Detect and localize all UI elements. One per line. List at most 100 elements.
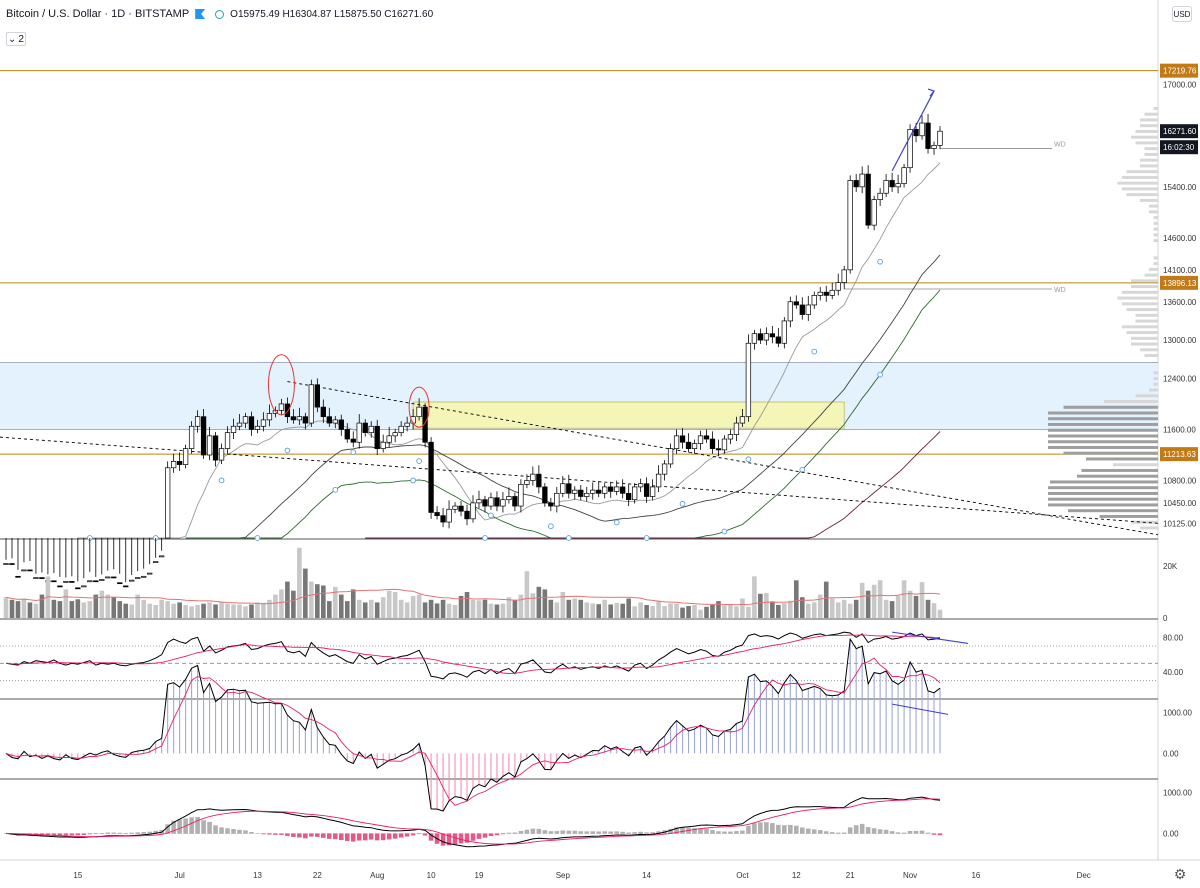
volume-bar [817, 594, 823, 618]
macd-histogram-bar [668, 828, 673, 834]
wd-label-lower: WD [1054, 287, 1066, 294]
signal-dot [877, 371, 883, 378]
volume-bar [434, 603, 440, 618]
volume-profile-bar [1144, 354, 1158, 358]
volume-bar [931, 603, 937, 618]
macd-histogram-bar [291, 833, 296, 837]
macd-histogram-bar [512, 832, 518, 834]
macd-histogram-bar [255, 833, 260, 834]
candle-body [871, 199, 877, 226]
volume-profile-bar [1099, 514, 1158, 518]
macd-histogram-bar [141, 832, 147, 834]
macd-histogram-bar [764, 822, 769, 834]
volume-bar [626, 598, 631, 618]
volume-bar [315, 584, 320, 618]
signal-dot [254, 535, 261, 541]
price-label-countdown: 16:02:30 [1163, 143, 1195, 152]
signal-dot [218, 477, 225, 484]
time-axis-label: Jul [175, 871, 185, 880]
macd-histogram-bar [368, 833, 374, 840]
currency-button[interactable]: USD [1172, 6, 1192, 22]
candle-body [290, 416, 297, 421]
candle-body [937, 130, 943, 146]
volume-bar [117, 601, 123, 618]
candle-body [907, 129, 913, 169]
macd-histogram-bar [865, 827, 871, 834]
volume-bar [267, 599, 272, 618]
volume-bar [644, 605, 649, 618]
candle-body [847, 180, 853, 271]
macd-histogram-bar [674, 827, 679, 834]
candle-body [159, 555, 165, 558]
macd-histogram-bar [135, 832, 141, 834]
candle-body [374, 425, 380, 449]
volume-bar [213, 604, 218, 618]
candle-body [176, 461, 183, 465]
macd-histogram-bar [327, 833, 332, 839]
volume-profile-bar [1048, 422, 1158, 426]
candle-body [763, 333, 770, 341]
macd-histogram-bar [907, 830, 913, 834]
candle-body [697, 435, 704, 444]
collapse-indicators-button[interactable]: ⌄ 2 [6, 32, 26, 46]
volume-bar [201, 603, 206, 618]
volume-profile-bar [1122, 290, 1158, 294]
volume-bar [135, 594, 141, 618]
macd-histogram-bar [805, 828, 811, 834]
volume-bar [327, 601, 332, 618]
volume-bar [350, 589, 356, 618]
volume-bar [740, 598, 745, 618]
macd-histogram-bar [75, 833, 81, 836]
time-axis-label: 16 [971, 871, 980, 880]
candle-body [488, 497, 494, 507]
rsi-signal-line [5, 634, 941, 674]
candle-body [218, 448, 225, 461]
volume-profile-bar [1104, 400, 1158, 404]
candle-body [608, 486, 614, 492]
volume-profile-bar [1131, 285, 1158, 289]
volume-bar [446, 603, 452, 618]
candle-body [793, 301, 799, 306]
price-axis-label: 14600.00 [1163, 234, 1197, 243]
volume-profile-bar [1153, 239, 1158, 243]
macd-histogram-bar [799, 827, 805, 834]
volume-bar [93, 594, 99, 618]
time-axis-label: 14 [642, 871, 651, 880]
candle-body [745, 342, 752, 418]
flag-icon[interactable] [195, 9, 206, 19]
volume-bar [440, 599, 446, 618]
price-label-level: 17219.76 [1163, 67, 1197, 76]
volume-profile-bar [1081, 468, 1158, 472]
volume-bar [847, 603, 853, 618]
macd-histogram-bar [201, 820, 206, 834]
candle-body [859, 173, 865, 188]
macd-histogram-bar [734, 831, 739, 834]
macd-histogram-bar [57, 833, 63, 836]
visibility-eye-icon[interactable] [215, 9, 225, 19]
volume-bar [279, 589, 284, 618]
macd-histogram-bar [338, 833, 344, 841]
signal-dot [643, 535, 650, 541]
candle-body [536, 473, 542, 488]
macd-histogram-bar [835, 832, 841, 834]
yellow-supply-zone [412, 401, 845, 429]
candle-body [230, 425, 237, 434]
candle-body [386, 435, 392, 443]
volume-bar [572, 598, 578, 618]
red-circle-annotation [408, 386, 430, 428]
settings-gear-icon[interactable]: ⚙ [1173, 866, 1187, 882]
macd-histogram-bar [608, 831, 614, 834]
macd-histogram-bar [165, 824, 170, 834]
candle-body [338, 419, 344, 430]
volume-bar [853, 599, 859, 618]
candle-body [590, 489, 596, 494]
candle-body [452, 505, 458, 510]
volume-bar [776, 605, 781, 618]
candle-body [877, 192, 883, 200]
candle-body [811, 295, 817, 306]
volume-bar [416, 594, 422, 618]
macd-histogram-bar [297, 833, 302, 838]
symbol-title[interactable]: Bitcoin / U.S. Dollar · 1D · BITSTAMP [6, 8, 190, 20]
volume-bar [321, 585, 326, 618]
